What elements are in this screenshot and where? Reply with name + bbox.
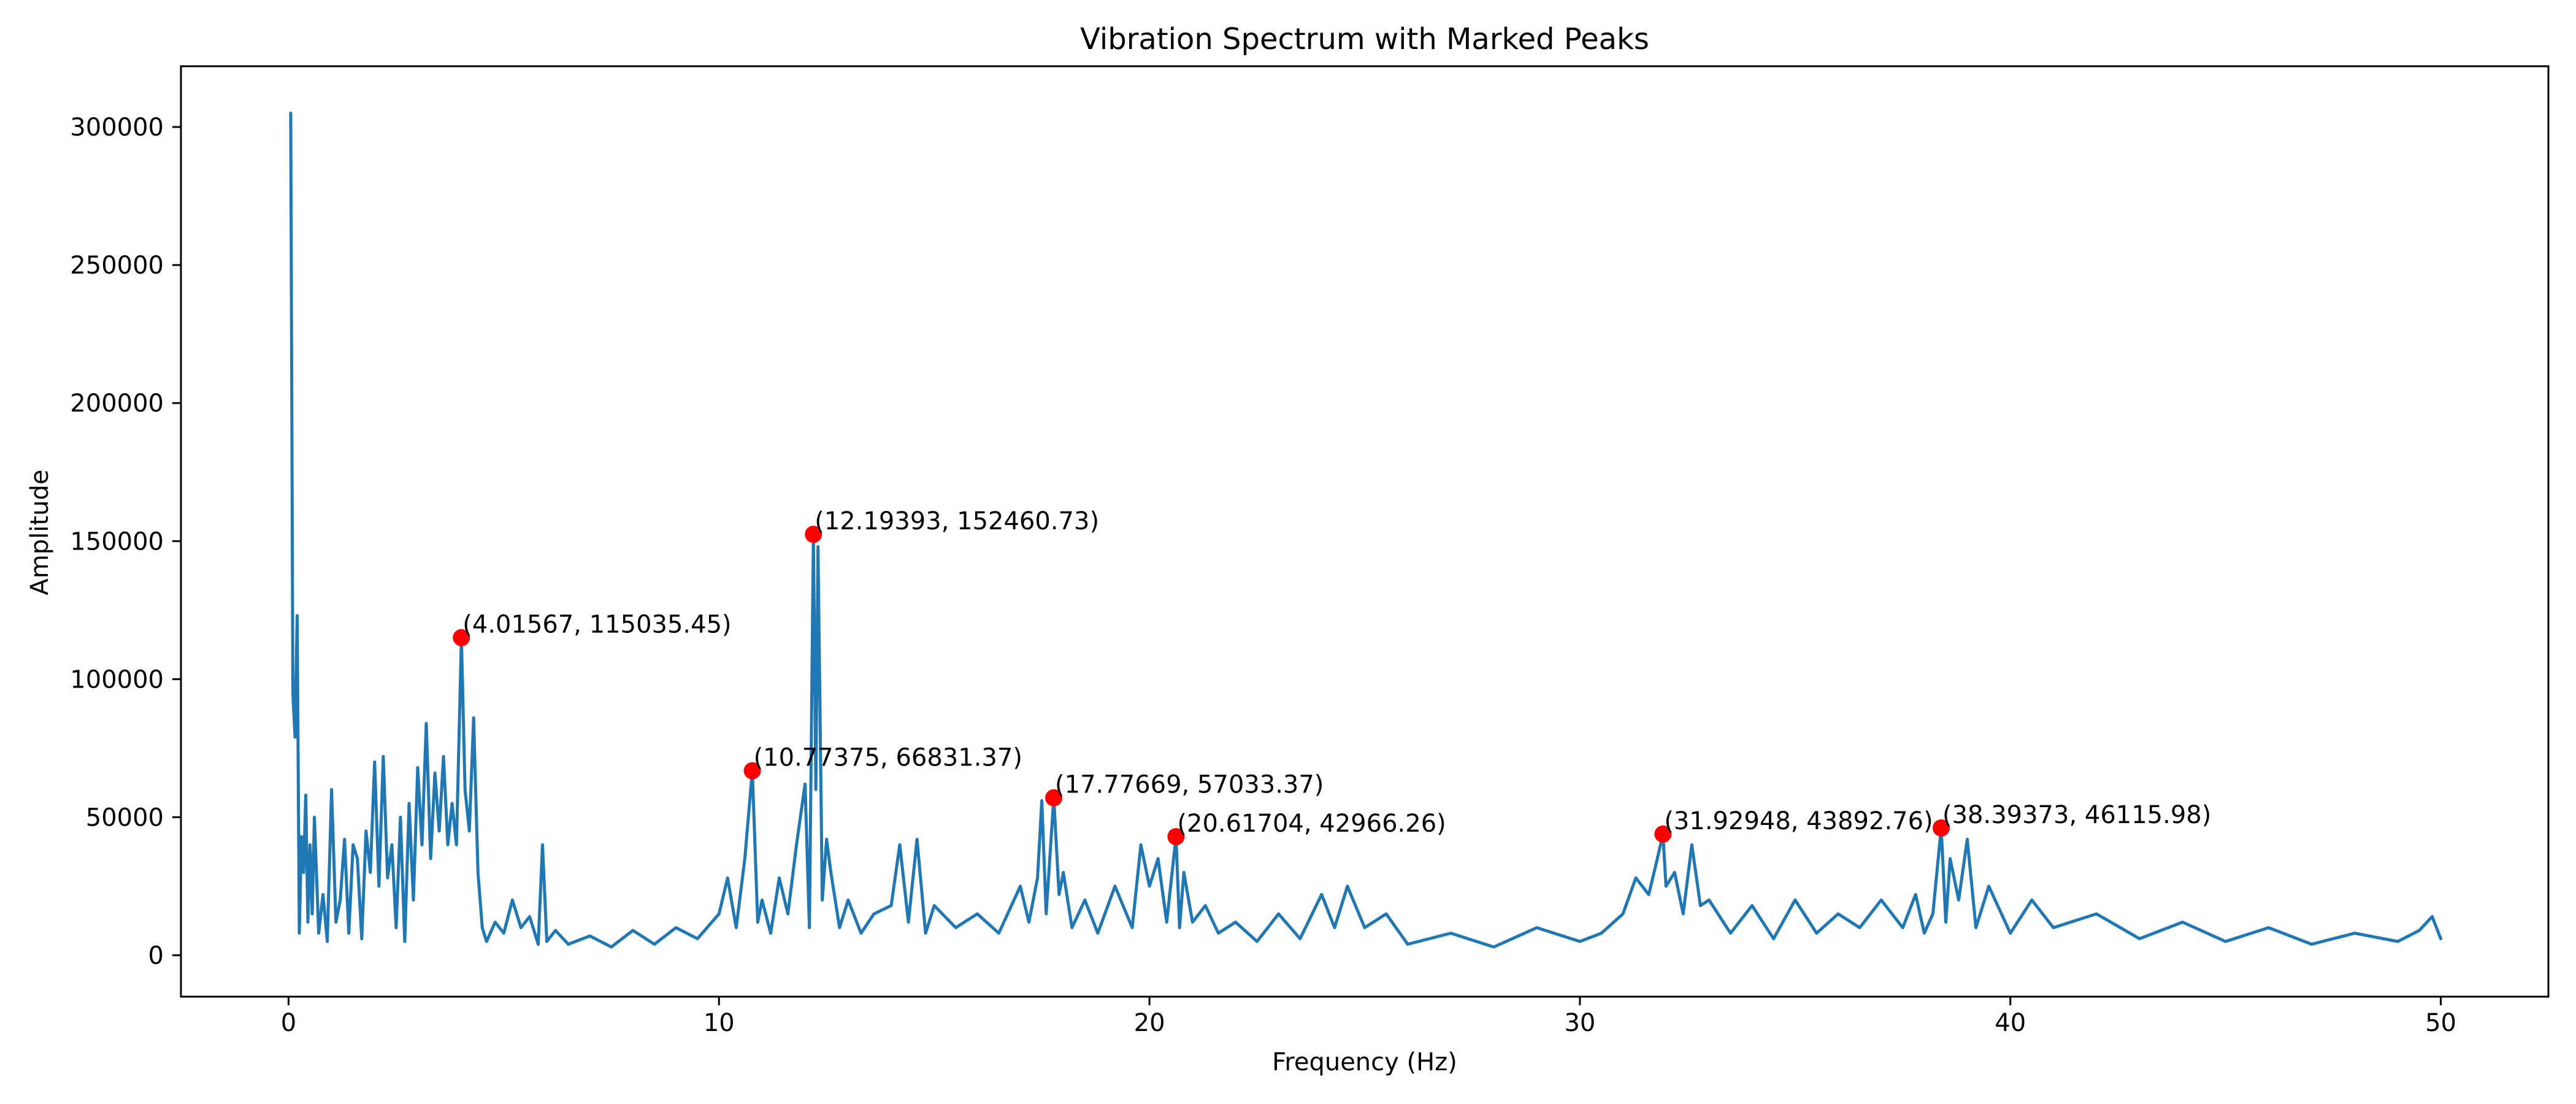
- chart-title: Vibration Spectrum with Marked Peaks: [1080, 22, 1649, 56]
- y-tick-label: 200000: [70, 389, 164, 418]
- x-tick-label: 30: [1564, 1009, 1595, 1037]
- peak-marker: [805, 526, 822, 543]
- x-axis-ticks: 0 10 20 30 40 50: [281, 997, 2456, 1037]
- x-tick-label: 40: [1995, 1009, 2026, 1037]
- peak-marker: [1045, 789, 1063, 807]
- peak-label: (4.01567, 115035.45): [462, 611, 731, 639]
- x-tick-label: 0: [281, 1009, 296, 1037]
- peak-marker: [1932, 819, 1950, 837]
- y-tick-label: 100000: [70, 665, 164, 694]
- plot-content: (4.01567, 115035.45) (10.77375, 66831.37)…: [289, 112, 2442, 949]
- x-tick-label: 50: [2425, 1009, 2456, 1037]
- peak-marker: [1654, 825, 1672, 843]
- peak-marker: [743, 762, 761, 780]
- peak-label: (10.77375, 66831.37): [754, 744, 1022, 772]
- y-axis-label: Amplitude: [26, 470, 54, 596]
- plot-area-frame: [180, 65, 2550, 998]
- spectrum-line: [289, 112, 2442, 949]
- peak-label: (12.19393, 152460.73): [815, 507, 1099, 535]
- y-tick-label: 150000: [70, 527, 164, 556]
- peak-marker: [1167, 828, 1185, 846]
- y-tick-label: 250000: [70, 251, 164, 280]
- x-tick-label: 20: [1134, 1009, 1165, 1037]
- peak-marker: [453, 629, 470, 646]
- peak-label: (31.92948, 43892.76): [1664, 807, 1933, 835]
- x-tick-label: 10: [703, 1009, 735, 1037]
- x-axis-label: Frequency (Hz): [1272, 1048, 1457, 1076]
- peak-label: (38.39373, 46115.98): [1942, 801, 2211, 829]
- y-tick-label: 300000: [70, 113, 164, 142]
- y-tick-label: 0: [148, 941, 164, 970]
- y-tick-label: 50000: [86, 803, 164, 832]
- peak-label: (17.77669, 57033.37): [1055, 771, 1324, 799]
- peak-label: (20.61704, 42966.26): [1177, 810, 1446, 838]
- y-axis-ticks: 0 50000 100000 150000 200000 250000 300000: [70, 113, 181, 970]
